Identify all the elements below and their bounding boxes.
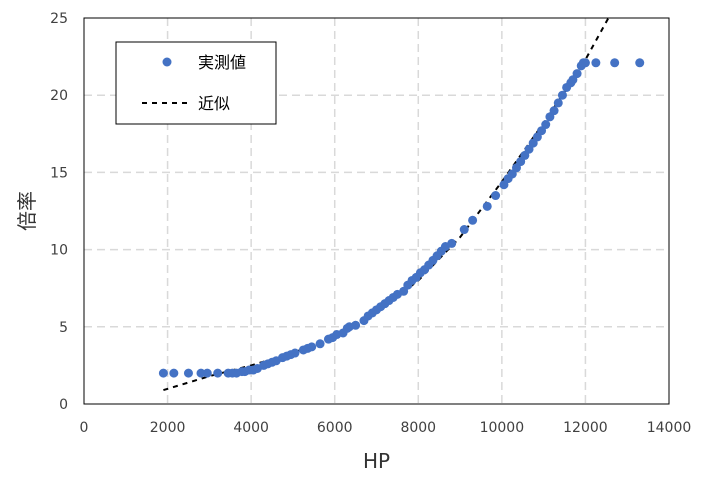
x-tick-label: 4000 [233, 420, 269, 436]
x-axis-title: HP [363, 449, 390, 473]
data-point [447, 238, 457, 248]
data-point [580, 58, 590, 68]
data-point [468, 215, 478, 225]
x-tick-label: 14000 [647, 420, 692, 436]
data-point [610, 58, 620, 68]
y-tick-label: 5 [59, 320, 68, 336]
data-point [196, 368, 206, 378]
x-tick-label: 6000 [317, 420, 353, 436]
y-tick-label: 0 [59, 397, 68, 413]
legend-label-measured: 実測値 [198, 53, 246, 72]
legend: 実測値 近似 [115, 41, 277, 125]
data-point [169, 368, 179, 378]
data-point [553, 98, 563, 108]
data-point [557, 90, 567, 100]
legend-box [115, 41, 277, 125]
y-tick-label: 10 [50, 243, 68, 259]
data-point [213, 368, 223, 378]
data-point [635, 58, 645, 68]
legend-marker-measured [162, 57, 172, 67]
data-point [541, 120, 551, 130]
data-point [491, 191, 501, 201]
data-point [158, 368, 168, 378]
legend-label-fit: 近似 [198, 94, 230, 113]
y-axis-title: 倍率 [15, 191, 39, 231]
y-tick-label: 15 [50, 165, 68, 181]
data-point [459, 225, 469, 235]
data-point [351, 320, 361, 330]
measured-points [158, 58, 645, 378]
data-point [183, 368, 193, 378]
data-point [591, 58, 601, 68]
y-tick-label: 20 [50, 88, 68, 104]
x-axis-tick-labels: 0 2000 4000 6000 8000 10000 12000 14000 [80, 420, 692, 436]
x-tick-label: 2000 [150, 420, 186, 436]
data-point [307, 342, 317, 352]
x-tick-label: 10000 [480, 420, 525, 436]
x-tick-label: 0 [80, 420, 89, 436]
y-axis-tick-labels: 0 5 10 15 20 25 [50, 11, 68, 413]
data-point [482, 201, 492, 211]
data-point [572, 69, 582, 79]
data-point [315, 339, 325, 349]
x-tick-label: 8000 [400, 420, 436, 436]
data-point [290, 348, 300, 358]
x-tick-label: 12000 [563, 420, 608, 436]
plot-area-border [83, 17, 670, 405]
data-point [549, 106, 559, 116]
y-tick-label: 25 [50, 11, 68, 27]
data-point [202, 368, 212, 378]
